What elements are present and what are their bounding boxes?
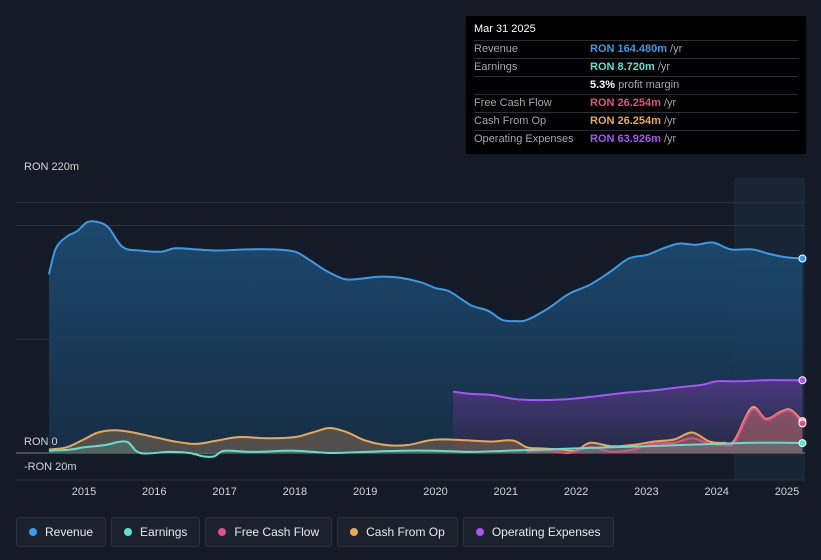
- tooltip-row: Earnings RON 8.720m/yr: [474, 58, 798, 76]
- operating-expenses-area: [453, 380, 803, 453]
- operating-expenses-line: [452, 379, 803, 402]
- tooltip-panel: Mar 31 2025 Revenue RON 164.480m/yr Earnin…: [466, 16, 806, 154]
- tooltip-row-unit: /yr: [663, 115, 677, 127]
- tooltip-row-unit: profit margin: [618, 79, 680, 91]
- x-axis: 2015 2016 2017 2018 2019 2020 2021 2022 2023 2024…: [72, 486, 799, 498]
- series-end-dots: [798, 254, 807, 448]
- y-tick-label-bottom: -RON 20m: [24, 461, 77, 473]
- series-lines: [47, 220, 804, 458]
- y-tick-label-top: RON 220m: [24, 161, 79, 173]
- legend-label: Free Cash Flow: [234, 525, 320, 539]
- legend-label: Earnings: [140, 525, 188, 539]
- legend-dot-icon: [218, 528, 227, 536]
- legend: Revenue Earnings Free Cash Flow Cash From O…: [16, 517, 614, 549]
- legend-label: Cash From Op: [366, 525, 445, 539]
- x-tick-label: 2015: [72, 486, 96, 498]
- cash-from-op-line: [48, 405, 804, 453]
- earnings-line: [48, 440, 803, 458]
- x-tick-label: 2017: [212, 486, 236, 498]
- tooltip-row: Cash From Op RON 26.254m/yr: [474, 112, 798, 130]
- x-tick-label: 2024: [704, 486, 728, 498]
- tooltip-row-label: Free Cash Flow: [474, 97, 552, 109]
- tooltip-date: Mar 31 2025: [474, 23, 536, 35]
- series-areas: [48, 221, 803, 458]
- tooltip-row-value: RON 8.720m: [590, 61, 655, 73]
- legend-dot-icon: [475, 528, 484, 536]
- x-tick-label: 2025: [775, 486, 799, 498]
- legend-label: Revenue: [45, 525, 94, 539]
- tooltip-row-unit: /yr: [663, 97, 677, 109]
- revenue-line: [47, 220, 803, 323]
- legend-item-free-cash-flow[interactable]: Free Cash Flow: [205, 517, 333, 547]
- earnings-end-dot[interactable]: [798, 439, 807, 448]
- tooltip-row-unit: /yr: [657, 61, 671, 73]
- x-tick-label: 2019: [353, 486, 377, 498]
- x-tick-label: 2018: [283, 486, 307, 498]
- tooltip-row-label: Revenue: [474, 43, 519, 55]
- tooltip-row: Operating Expenses RON 63.926m/yr: [474, 130, 798, 148]
- tooltip-row-value: RON 26.254m: [590, 115, 661, 127]
- legend-label: Operating Expenses: [491, 525, 601, 539]
- tooltip-row-unit: /yr: [663, 133, 677, 145]
- tooltip-row: 5.3% profit margin: [474, 76, 798, 94]
- legend-dot-icon: [29, 528, 37, 536]
- y-axis: RON 220m RON 0 -RON 20m: [24, 161, 79, 473]
- tooltip-row-unit: /yr: [670, 43, 683, 55]
- revenue-end-dot[interactable]: [798, 254, 807, 263]
- x-tick-label: 2022: [564, 486, 588, 498]
- free-cash-flow-end-dot[interactable]: [798, 419, 807, 428]
- tooltip-row: Free Cash Flow RON 26.254m/yr: [474, 94, 798, 112]
- y-tick-label-zero: RON 0: [24, 436, 58, 448]
- legend-item-cash-from-op[interactable]: Cash From Op: [337, 517, 458, 547]
- x-tick-label: 2023: [634, 486, 658, 498]
- x-tick-label: 2016: [142, 486, 166, 498]
- tooltip-row-label: [474, 77, 590, 94]
- x-tick-label: 2020: [423, 486, 447, 498]
- x-tick-label: 2021: [494, 486, 518, 498]
- tooltip-rows: Revenue RON 164.480m/yr Earnings RON 8.720m…: [474, 40, 798, 148]
- tooltip-row-label: Earnings: [474, 61, 518, 73]
- legend-item-earnings[interactable]: Earnings: [111, 517, 201, 547]
- tooltip-row-label: Cash From Op: [474, 115, 547, 127]
- free-cash-flow-area: [526, 409, 803, 454]
- legend-dot-icon: [350, 528, 359, 536]
- tooltip-row-label: Operating Expenses: [474, 133, 574, 145]
- operating-expenses-end-dot[interactable]: [798, 376, 807, 385]
- legend-item-revenue[interactable]: Revenue: [16, 517, 107, 547]
- legend-item-operating-expenses[interactable]: Operating Expenses: [462, 517, 614, 547]
- tooltip-row: Revenue RON 164.480m/yr: [474, 40, 798, 58]
- cash-from-op-area: [48, 406, 803, 453]
- tooltip-row-value: RON 26.254m: [590, 97, 661, 109]
- tooltip-row-value: RON 63.926m: [590, 133, 661, 145]
- earnings-area: [48, 441, 803, 458]
- tooltip-row-value: RON 164.480m: [590, 43, 668, 55]
- legend-dot-icon: [124, 528, 133, 536]
- tooltip-row-value: 5.3%: [590, 79, 616, 91]
